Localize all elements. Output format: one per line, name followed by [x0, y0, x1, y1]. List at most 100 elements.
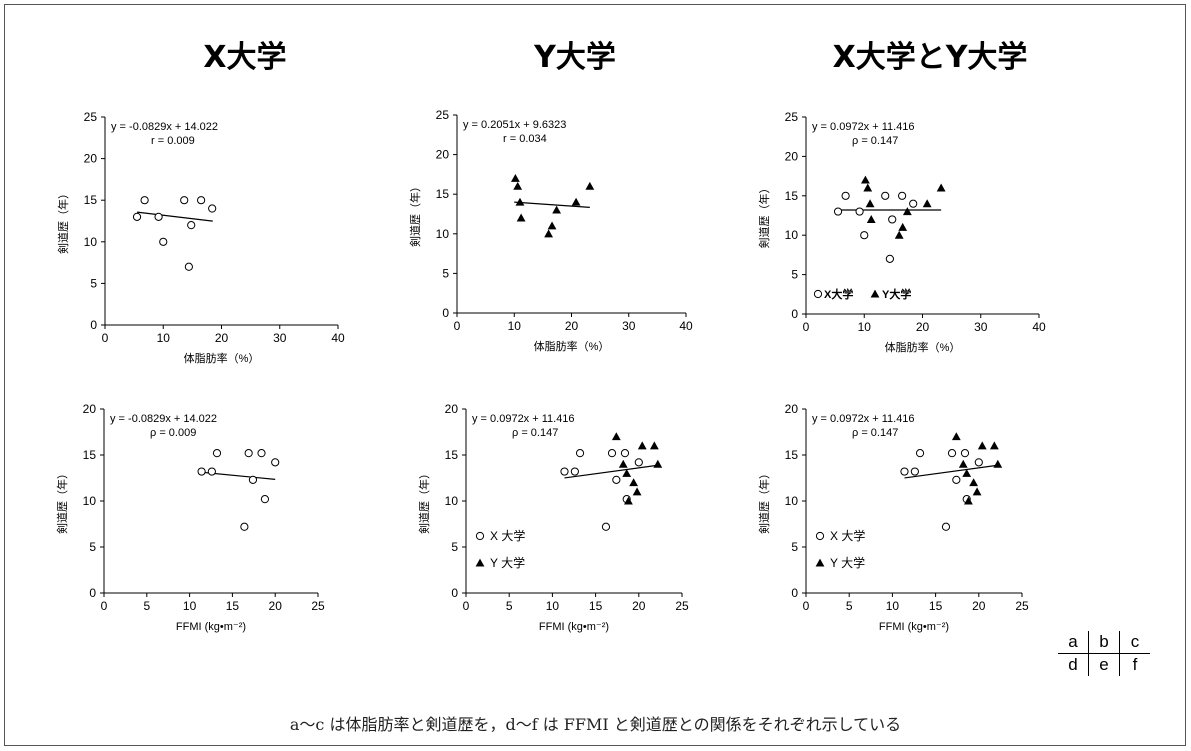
data-point-triangle: [863, 183, 873, 192]
x-tick-label: 15: [226, 599, 240, 613]
data-point-triangle: [962, 469, 972, 477]
data-point-circle: [159, 237, 168, 246]
data-point-triangle: [510, 173, 520, 182]
y-axis-label: 剣道歴（年）: [757, 468, 771, 534]
data-point-circle: [855, 207, 864, 216]
legend-marker-circle: [475, 531, 485, 541]
x-tick-label: 40: [331, 331, 345, 345]
data-point-circle: [960, 449, 970, 458]
x-tick-label: 15: [929, 599, 943, 613]
y-tick-label: 10: [84, 235, 98, 249]
data-point-triangle: [585, 181, 595, 190]
y-tick-label: 10: [83, 494, 97, 508]
data-point-circle: [974, 458, 983, 467]
x-tick-label: 20: [916, 320, 930, 334]
legend-label: Y 大学: [490, 555, 525, 570]
data-point-triangle: [866, 215, 876, 223]
x-tick-label: 0: [803, 320, 810, 334]
data-point-triangle: [618, 459, 628, 468]
legend-label: Y大学: [882, 287, 911, 301]
data-point-triangle: [936, 183, 946, 192]
data-point-circle: [140, 196, 149, 205]
data-point-circle: [180, 196, 189, 205]
panel-label-f: f: [1119, 653, 1150, 676]
x-tick-label: 40: [1032, 320, 1046, 334]
y-tick-label: 20: [785, 149, 799, 163]
correlation-stat: ρ = 0.147: [852, 135, 898, 147]
y-tick-label: 15: [445, 448, 459, 462]
data-point-triangle: [513, 181, 523, 190]
data-point-triangle: [547, 221, 557, 230]
chart-panel-e: 0 5 10 15 20 0 5 10 15 20 25 FFMI (kg•m⁻²) 剣道歴（年） y =…: [417, 402, 689, 633]
data-point-triangle: [629, 478, 639, 487]
y-tick-label: 10: [445, 494, 459, 508]
y-tick-label: 25: [436, 108, 450, 122]
legend-marker-triangle: [870, 289, 880, 298]
x-tick-label: 10: [886, 599, 900, 613]
y-tick-label: 0: [89, 586, 96, 600]
x-tick-label: 30: [622, 319, 636, 333]
regression-equation: y = 0.0972x + 11.416: [812, 121, 915, 133]
y-tick-label: 0: [90, 318, 97, 332]
y-tick-label: 5: [791, 540, 798, 554]
data-point-circle: [620, 449, 630, 458]
data-point-circle: [898, 191, 907, 200]
y-tick-label: 20: [83, 402, 97, 416]
panel-label-c: c: [1119, 631, 1150, 654]
data-point-circle: [885, 254, 894, 263]
y-tick-label: 15: [785, 189, 799, 203]
data-point-triangle: [637, 441, 647, 450]
data-point-circle: [208, 204, 217, 213]
column-title-y: Y大学: [534, 40, 616, 75]
data-point-triangle: [649, 441, 659, 450]
x-tick-label: 10: [858, 320, 872, 334]
trend-line: [514, 201, 590, 208]
panel-label-b: b: [1088, 631, 1120, 654]
data-point-triangle: [516, 213, 526, 222]
y-tick-label: 25: [785, 110, 799, 124]
data-point-circle: [575, 449, 585, 458]
data-point-circle: [909, 199, 918, 208]
x-tick-label: 0: [463, 599, 470, 613]
y-tick-label: 20: [785, 402, 799, 416]
data-point-triangle: [898, 222, 908, 231]
data-point-circle: [833, 207, 843, 216]
data-point-circle: [612, 475, 621, 484]
x-tick-label: 0: [102, 331, 109, 345]
x-tick-label: 0: [101, 599, 108, 613]
regression-equation: y = -0.0829x + 14.022: [111, 121, 218, 133]
figure-frame: [4, 4, 1186, 746]
data-point-triangle: [571, 197, 581, 206]
data-point-circle: [197, 196, 206, 205]
data-point-triangle: [861, 175, 870, 184]
data-point-circle: [197, 467, 206, 476]
figure-caption: a～c は体脂肪率と剣道歴を，d～f は FFMI と剣道歴との関係をそれぞれ示…: [289, 715, 902, 734]
y-axis-label: 剣道歴（年）: [757, 183, 771, 249]
y-axis-label: 剣道歴（年）: [408, 181, 422, 247]
x-tick-label: 15: [589, 599, 603, 613]
data-point-circle: [947, 449, 957, 458]
y-tick-label: 0: [451, 586, 458, 600]
y-tick-label: 5: [791, 268, 798, 282]
chart-panel-b: 0 5 10 15 20 25 0 10 20 30 40 体脂肪率（%） 剣道歴（年） y = 0.20…: [408, 108, 693, 353]
x-axis-label: FFMI (kg•m⁻²): [539, 621, 609, 633]
correlation-stat: ρ = 0.147: [852, 427, 898, 439]
y-tick-label: 15: [83, 448, 97, 462]
panel-label-a: a: [1058, 631, 1089, 654]
data-point-circle: [941, 522, 951, 531]
data-point-circle: [260, 495, 270, 504]
panel-label-d: d: [1068, 655, 1078, 674]
data-point-circle: [271, 458, 280, 467]
data-point-circle: [888, 215, 897, 224]
trend-line: [564, 464, 658, 479]
y-tick-label: 5: [451, 540, 458, 554]
data-point-circle: [248, 475, 258, 484]
data-point-triangle: [972, 487, 982, 496]
x-tick-label: 5: [846, 599, 853, 613]
correlation-stat: ρ = 0.009: [150, 427, 196, 439]
data-point-circle: [257, 449, 266, 458]
y-tick-label: 5: [90, 276, 97, 290]
x-tick-label: 5: [506, 599, 513, 613]
y-tick-label: 20: [436, 148, 450, 162]
panel-legend-table: a b c d e f: [1058, 631, 1150, 676]
